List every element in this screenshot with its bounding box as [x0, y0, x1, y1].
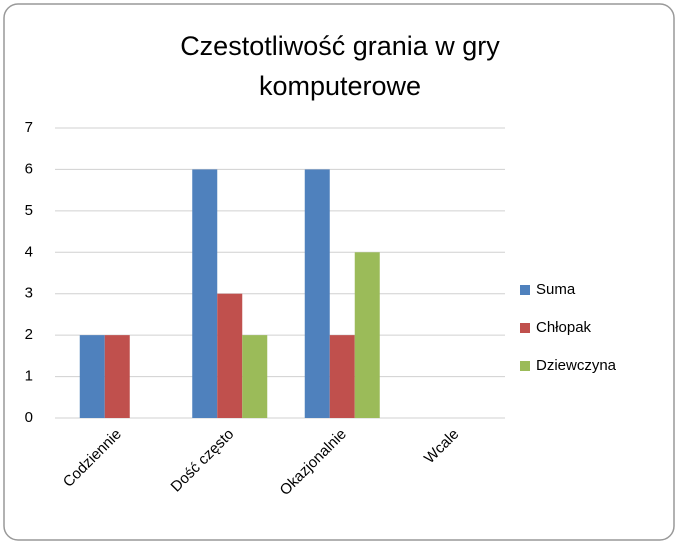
y-tick-label: 2	[25, 326, 33, 343]
legend-swatch	[520, 285, 530, 295]
legend-swatch	[520, 323, 530, 333]
y-tick-label: 0	[25, 409, 33, 426]
bar	[104, 335, 130, 418]
y-tick-label: 5	[25, 202, 33, 219]
bar	[242, 335, 268, 418]
legend-label: Chłopak	[536, 319, 592, 336]
y-tick-label: 7	[25, 119, 33, 136]
bar	[217, 293, 243, 418]
chart-frame	[3, 3, 675, 541]
bar	[329, 335, 355, 418]
y-tick-label: 3	[25, 285, 33, 302]
bar	[79, 335, 105, 418]
chart-title: Czestotliwość grania w gry komputerowe	[180, 31, 500, 101]
y-tick-label: 1	[25, 368, 33, 385]
legend-swatch	[520, 361, 530, 371]
legend-label: Dziewczyna	[536, 357, 617, 374]
legend-label: Suma	[536, 281, 576, 298]
y-tick-label: 4	[25, 243, 33, 260]
bar	[192, 169, 218, 418]
y-tick-label: 6	[25, 160, 33, 177]
bar	[304, 169, 330, 418]
bar	[354, 252, 380, 418]
